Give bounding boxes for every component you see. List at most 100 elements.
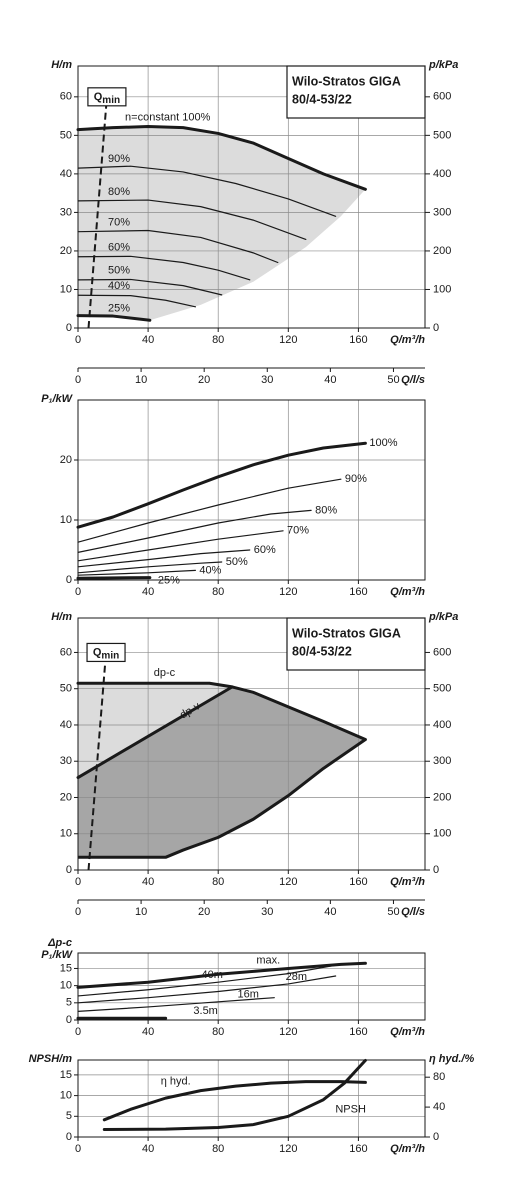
y-axis-label: Δp-c bbox=[47, 937, 72, 949]
y-tick-label: 10 bbox=[60, 283, 72, 295]
curve bbox=[77, 294, 197, 308]
x-tick-label: 0 bbox=[75, 876, 81, 888]
plot-frame bbox=[77, 1059, 426, 1138]
curve bbox=[77, 199, 307, 240]
x-tick-label: 40 bbox=[142, 1143, 154, 1155]
curve-label: 40m bbox=[201, 969, 222, 981]
y2-tick-label: 400 bbox=[433, 168, 451, 180]
qmin-line bbox=[87, 96, 108, 329]
curve-label: 40% bbox=[199, 564, 221, 576]
x-tick-label: 40 bbox=[142, 586, 154, 598]
plot-frame bbox=[77, 617, 426, 871]
x-axis-label: Q/m³/h bbox=[390, 876, 425, 888]
area-boundary bbox=[78, 738, 367, 859]
y-tick-label: 15 bbox=[60, 962, 72, 974]
qmin-box bbox=[87, 87, 127, 107]
curve-label: 90% bbox=[345, 473, 367, 485]
qmin-q: Q bbox=[93, 646, 102, 658]
y-tick-label: 10 bbox=[60, 980, 72, 992]
x-tick-label: 30 bbox=[261, 374, 273, 386]
x-axis-label: Q/m³/h bbox=[390, 334, 425, 346]
x-tick-label: 40 bbox=[324, 906, 336, 918]
x-tick-label: 120 bbox=[279, 1026, 297, 1038]
y2-tick-label: 600 bbox=[433, 91, 451, 103]
curve-label: NPSH bbox=[335, 1104, 366, 1116]
x-tick-label: 160 bbox=[349, 586, 367, 598]
curve-label: 60% bbox=[108, 242, 130, 254]
y-tick-label: 10 bbox=[60, 514, 72, 526]
x-tick-label: 20 bbox=[198, 374, 210, 386]
x-tick-label: 0 bbox=[75, 334, 81, 346]
curve bbox=[77, 278, 223, 296]
x-tick-label: 120 bbox=[279, 334, 297, 346]
y-axis-label: H/m bbox=[51, 611, 72, 623]
x-tick-label: 0 bbox=[75, 374, 81, 386]
x-tick-label: 40 bbox=[142, 876, 154, 888]
qmin-line bbox=[87, 652, 108, 871]
y2-tick-label: 600 bbox=[433, 646, 451, 658]
curve bbox=[76, 576, 152, 580]
x-tick-label: 160 bbox=[349, 1026, 367, 1038]
curve bbox=[77, 165, 337, 217]
curve bbox=[102, 1058, 367, 1132]
plot-background bbox=[78, 953, 425, 1020]
curve bbox=[77, 963, 342, 997]
qmin-box bbox=[86, 642, 126, 663]
title-box bbox=[286, 617, 426, 671]
curve bbox=[77, 478, 342, 543]
y2-tick-label: 40 bbox=[433, 1101, 445, 1113]
curve-label: 50% bbox=[226, 556, 248, 568]
qmin-q: Q bbox=[94, 91, 103, 103]
curve bbox=[76, 681, 367, 741]
x-axis-label: Q/l/s bbox=[401, 906, 425, 918]
y2-tick-label: 500 bbox=[433, 129, 451, 141]
x-tick-label: 50 bbox=[387, 906, 399, 918]
curve-label: 40% bbox=[108, 280, 130, 292]
x-tick-label: 120 bbox=[279, 876, 297, 888]
curve-label: 25% bbox=[108, 303, 130, 315]
y-tick-label: 0 bbox=[66, 1014, 72, 1026]
chart-title: Wilo-Stratos GIGA bbox=[292, 626, 401, 640]
x-axis-label: Q/m³/h bbox=[390, 1026, 425, 1038]
x-tick-label: 80 bbox=[212, 334, 224, 346]
x-axis-label: Q/m³/h bbox=[390, 586, 425, 598]
curve-label: η hyd. bbox=[161, 1076, 191, 1088]
x-tick-label: 40 bbox=[324, 374, 336, 386]
y-tick-label: 40 bbox=[60, 168, 72, 180]
x-tick-label: 10 bbox=[135, 906, 147, 918]
x-tick-label: 0 bbox=[75, 1026, 81, 1038]
x-tick-label: 80 bbox=[212, 1026, 224, 1038]
curve bbox=[77, 561, 223, 574]
y-tick-label: 10 bbox=[60, 1090, 72, 1102]
chart-subtitle: 80/4-53/22 bbox=[292, 644, 352, 658]
curve-label: 70% bbox=[287, 525, 309, 537]
plot-background bbox=[78, 400, 425, 580]
plot-frame bbox=[77, 399, 426, 581]
y-tick-label: 0 bbox=[66, 574, 72, 586]
y2-tick-label: 0 bbox=[433, 322, 439, 334]
x-tick-label: 120 bbox=[279, 1143, 297, 1155]
y-tick-label: 60 bbox=[60, 91, 72, 103]
x-tick-label: 0 bbox=[75, 1143, 81, 1155]
plot-frame bbox=[77, 65, 426, 329]
curve bbox=[77, 549, 251, 568]
curve-label: 28m bbox=[286, 971, 307, 983]
y-tick-label: 0 bbox=[66, 1131, 72, 1143]
curve-label: 80% bbox=[315, 504, 337, 516]
chart-subtitle: 80/4-53/22 bbox=[292, 92, 352, 106]
x-tick-label: 160 bbox=[349, 1143, 367, 1155]
x-tick-label: 80 bbox=[212, 876, 224, 888]
curve bbox=[76, 961, 367, 989]
y2-tick-label: 0 bbox=[433, 1131, 439, 1143]
y-axis-label: P₁/kW bbox=[41, 949, 73, 961]
x-tick-label: 120 bbox=[279, 586, 297, 598]
x-tick-label: 20 bbox=[198, 906, 210, 918]
x-tick-label: 80 bbox=[212, 586, 224, 598]
curve-label: 70% bbox=[108, 217, 130, 229]
y2-axis-label: p/kPa bbox=[428, 611, 458, 623]
y-tick-label: 5 bbox=[66, 1110, 72, 1122]
y2-tick-label: 100 bbox=[433, 828, 451, 840]
x-tick-label: 40 bbox=[142, 1026, 154, 1038]
curve-label: 3.5m bbox=[193, 1005, 217, 1017]
chart-title: Wilo-Stratos GIGA bbox=[292, 74, 401, 88]
